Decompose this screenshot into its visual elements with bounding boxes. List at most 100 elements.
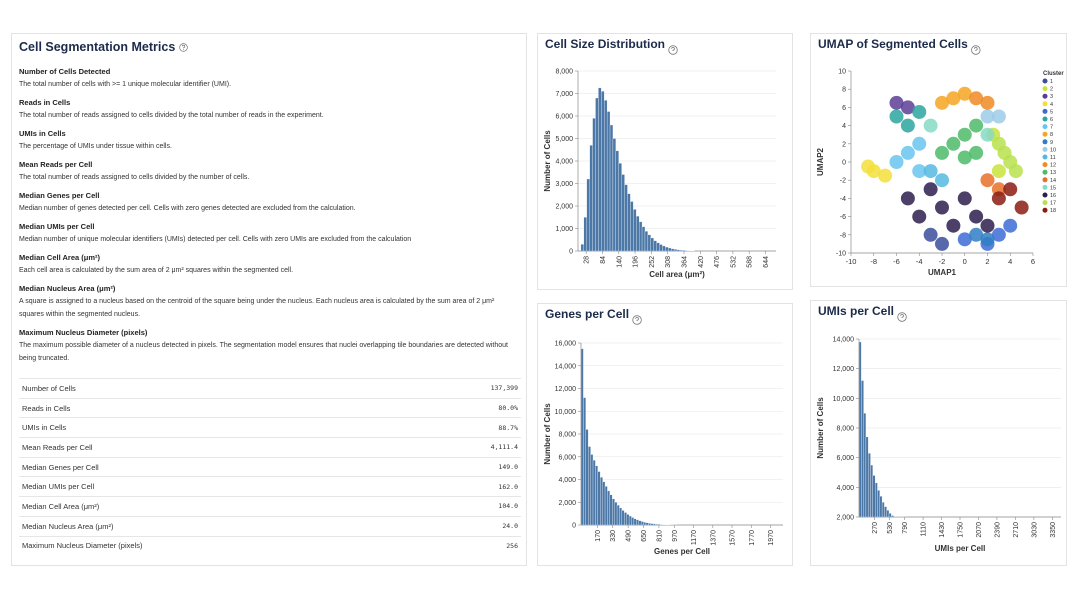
- definition-term: Median UMIs per Cell: [19, 222, 95, 231]
- help-icon[interactable]: [897, 312, 907, 322]
- x-tick-label: 1110: [921, 522, 928, 537]
- metric-label: Median UMIs per Cell: [22, 482, 95, 492]
- legend-label: 9: [1050, 140, 1053, 146]
- legend-label: 8: [1050, 132, 1053, 138]
- bar: [580, 244, 584, 251]
- table-row: UMIs in Cells 88.7%: [19, 417, 521, 437]
- x-tick-label: 1570: [730, 530, 737, 546]
- x-tick-label: 28: [584, 256, 591, 264]
- bar: [872, 475, 876, 517]
- definition-term: Mean Reads per Cell: [19, 160, 93, 169]
- legend-label: 4: [1050, 102, 1053, 108]
- help-glyph: [635, 317, 639, 321]
- point: [1003, 218, 1018, 233]
- help-icon[interactable]: [668, 45, 678, 55]
- help-circle: [897, 312, 907, 322]
- point: [991, 191, 1006, 206]
- y-tick-label: 8,000: [836, 426, 854, 433]
- bar: [592, 460, 596, 525]
- y-tick-label: 8,000: [555, 69, 573, 76]
- chart-title: UMAP of Segmented Cells: [818, 37, 968, 51]
- metric-value: 137,399: [490, 384, 518, 393]
- point: [923, 118, 938, 133]
- x-tick-label: -4: [916, 257, 923, 266]
- bar: [861, 380, 864, 517]
- point: [935, 145, 949, 160]
- point: [969, 91, 984, 106]
- point: [969, 118, 984, 133]
- legend-label: 1: [1050, 79, 1053, 85]
- point: [889, 109, 904, 124]
- x-tick-label: 252: [649, 256, 656, 268]
- bar: [868, 453, 871, 517]
- x-tick-label: -8: [870, 257, 877, 266]
- bar: [624, 184, 628, 251]
- legend-label: 12: [1050, 163, 1056, 169]
- y-tick-label: 0: [569, 249, 573, 256]
- x-tick-label: 4: [1008, 257, 1012, 266]
- point: [957, 232, 972, 247]
- point: [980, 218, 995, 233]
- bar: [656, 242, 660, 251]
- table-row: Reads in Cells 80.0%: [19, 397, 521, 418]
- metric-value: 162.0: [498, 482, 518, 491]
- bar: [659, 244, 663, 251]
- y-tick-label: 14,000: [555, 363, 577, 370]
- bar: [676, 249, 681, 251]
- bar: [881, 502, 885, 517]
- help-icon[interactable]: [971, 45, 981, 55]
- y-tick-label: -6: [840, 214, 846, 221]
- legend-swatch: [1042, 154, 1048, 160]
- definition-text: Each cell area is calculated by the sum …: [19, 267, 294, 274]
- legend-swatch: [1042, 108, 1048, 114]
- chart-card: UMIs per Cell 2,000 4,000 6,000 8,000 10,000 1…: [810, 300, 1067, 566]
- definition-text: A square is assigned to a nucleus based …: [19, 298, 495, 318]
- point: [957, 191, 972, 206]
- bar: [650, 523, 654, 525]
- help-icon[interactable]: [179, 43, 189, 52]
- bar: [615, 150, 619, 251]
- help-glyph: [671, 47, 675, 51]
- x-tick-label: 2070: [976, 522, 983, 538]
- x-tick-label: 2390: [994, 522, 1001, 538]
- bar: [682, 250, 686, 251]
- y-tick-label: 6,000: [558, 454, 576, 461]
- legend-label: 3: [1050, 94, 1053, 100]
- bar: [601, 91, 605, 251]
- bar: [583, 397, 586, 525]
- point: [969, 227, 984, 242]
- bar: [595, 465, 598, 525]
- bar: [633, 518, 637, 525]
- point: [861, 159, 876, 174]
- chart: Genes per Cell 0 2,000 4,000 6,000 8,000 10,00…: [543, 307, 783, 556]
- x-tick-label: 270: [872, 522, 879, 534]
- bar: [618, 163, 622, 251]
- x-tick-label: 476: [714, 256, 721, 268]
- help-icon[interactable]: [632, 315, 642, 325]
- point: [1014, 200, 1029, 215]
- legend-swatch: [1042, 86, 1048, 92]
- bar: [604, 100, 608, 251]
- bar: [630, 201, 634, 251]
- definition-term: Maximum Nucleus Diameter (pixels): [19, 328, 148, 337]
- chart-card: UMAP of Segmented Cells -10 -8 -6 -4 -2 0 2 4 6 8 1…: [810, 33, 1067, 287]
- point: [969, 209, 984, 224]
- bar: [633, 209, 637, 251]
- bar: [870, 464, 874, 517]
- y-tick-label: -10: [836, 251, 846, 258]
- bar: [647, 234, 651, 251]
- legend-label: 2: [1050, 87, 1053, 93]
- y-tick-label: 12,000: [833, 366, 855, 373]
- bar: [679, 249, 683, 251]
- bar: [644, 231, 649, 251]
- definition-text: The maximum possible diameter of a nucle…: [19, 342, 508, 362]
- chart: UMIs per Cell 2,000 4,000 6,000 8,000 10,000 1…: [816, 304, 1061, 553]
- y-tick-label: 12,000: [555, 386, 577, 393]
- bar: [875, 482, 878, 517]
- y-tick-label: 4,000: [558, 477, 576, 484]
- bar: [655, 523, 659, 525]
- metrics-card: Cell Segmentation Metrics Number of Cell…: [11, 33, 527, 566]
- x-tick-label: 330: [610, 530, 617, 542]
- bar: [597, 471, 601, 525]
- metric-label: Mean Reads per Cell: [22, 442, 93, 452]
